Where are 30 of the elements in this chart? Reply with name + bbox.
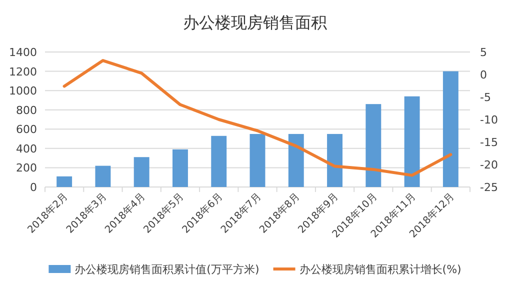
bar	[56, 176, 72, 187]
y2-tick-label: -10	[480, 114, 498, 126]
y-tick-label: 1000	[9, 84, 37, 98]
y-tick-label: 400	[16, 142, 37, 156]
bar	[327, 134, 342, 187]
chart-title: 办公楼现房销售面积	[183, 13, 327, 32]
bar	[288, 134, 304, 187]
y-tick-label: 800	[16, 104, 37, 117]
bar	[95, 166, 111, 187]
bar	[442, 71, 458, 187]
y2-tick-label: -5	[480, 91, 491, 104]
y-tick-label: 1400	[9, 46, 37, 59]
y2-tick-label: 5	[480, 46, 487, 59]
bar	[172, 149, 188, 187]
bar	[211, 136, 227, 187]
bar	[404, 96, 420, 187]
y-tick-label: 600	[16, 123, 37, 136]
line-series	[62, 59, 452, 177]
legend-label: 办公楼现房销售面积累计值(万平方米)	[74, 263, 260, 276]
y2-tick-label: -25	[480, 181, 498, 194]
y-tick-label: 0	[30, 181, 37, 194]
y2-tick-label: 0	[480, 68, 487, 82]
y2-tick-label: -15	[480, 136, 498, 149]
y2-tick-label: -20	[480, 158, 498, 172]
legend-label: 办公楼现房销售面积累计增长(%)	[299, 263, 462, 276]
y-tick-label: 1200	[9, 65, 37, 78]
bar	[134, 157, 150, 187]
y-tick-label: 200	[16, 162, 37, 175]
bar	[250, 134, 266, 187]
bar	[366, 104, 382, 187]
